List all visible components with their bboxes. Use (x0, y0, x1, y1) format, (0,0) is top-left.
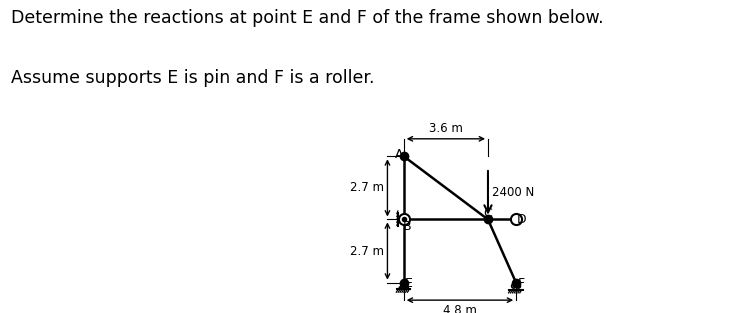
Text: D: D (516, 213, 526, 226)
Text: E: E (405, 277, 413, 290)
Text: B: B (403, 220, 412, 233)
Text: 2.7 m: 2.7 m (350, 244, 384, 258)
Text: Assume supports E is pin and F is a roller.: Assume supports E is pin and F is a roll… (11, 69, 374, 87)
Text: 3.6 m: 3.6 m (429, 122, 463, 135)
Text: C: C (484, 207, 493, 220)
Text: F: F (517, 277, 525, 290)
Text: Determine the reactions at point E and F of the frame shown below.: Determine the reactions at point E and F… (11, 9, 603, 28)
Text: 2400 N: 2400 N (493, 186, 534, 199)
Text: A: A (395, 147, 404, 161)
Text: 2.7 m: 2.7 m (350, 182, 384, 194)
Text: 4.8 m: 4.8 m (443, 304, 477, 313)
